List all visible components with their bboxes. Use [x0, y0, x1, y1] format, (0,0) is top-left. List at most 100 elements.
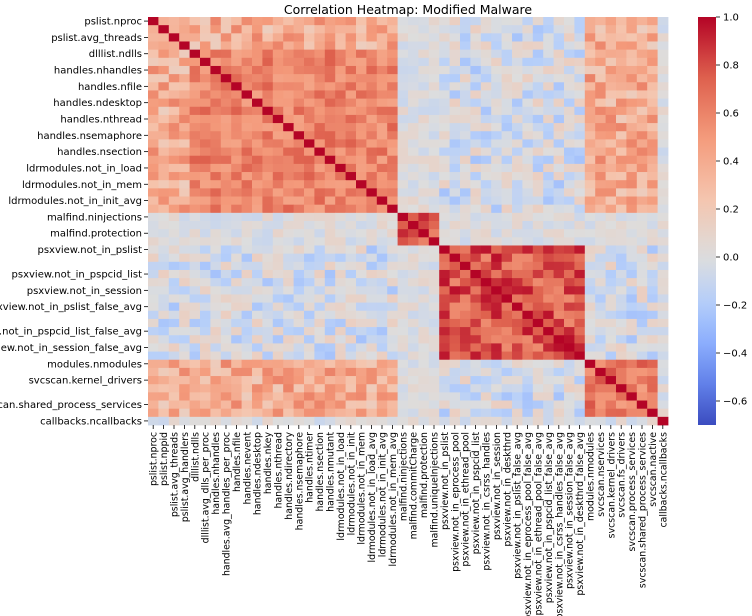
heatmap-cell: [501, 41, 513, 51]
heatmap-cell: [564, 155, 575, 165]
heatmap-cell: [428, 49, 440, 59]
heatmap-cell: [345, 188, 357, 197]
heatmap-cell: [564, 294, 575, 303]
heatmap-cell: [210, 392, 222, 401]
heatmap-cell: [512, 33, 523, 42]
heatmap-cell: [418, 33, 430, 42]
heatmap-cell: [241, 310, 253, 320]
heatmap-cell: [262, 196, 274, 206]
heatmap-cell: [345, 131, 357, 140]
heatmap-cell: [200, 310, 211, 320]
heatmap-cell: [345, 114, 357, 124]
heatmap-cell: [158, 237, 170, 246]
heatmap-cell: [460, 74, 471, 83]
heatmap-cell: [657, 65, 669, 75]
heatmap-cell: [553, 351, 565, 361]
heatmap-cell: [532, 82, 544, 91]
heatmap-cell: [314, 172, 326, 181]
heatmap-cell: [210, 172, 222, 181]
heatmap-cell: [376, 204, 388, 214]
heatmap-cell: [189, 172, 201, 181]
heatmap-cell: [574, 131, 586, 140]
heatmap-cell: [512, 310, 523, 320]
heatmap-cell: [491, 204, 502, 214]
heatmap-cell: [356, 245, 367, 255]
heatmap-cell: [439, 57, 450, 67]
heatmap-cell: [553, 74, 565, 83]
heatmap-cell: [428, 384, 440, 393]
heatmap-cell: [605, 327, 617, 336]
heatmap-cell: [449, 384, 461, 393]
heatmap-cell: [262, 41, 274, 51]
heatmap-cell: [418, 286, 430, 295]
heatmap-cell: [543, 335, 554, 344]
heatmap-cell: [657, 302, 669, 312]
heatmap-cell: [168, 376, 180, 385]
heatmap-cell: [574, 359, 586, 369]
heatmap-cell: [574, 416, 586, 426]
heatmap-cell: [189, 90, 201, 99]
heatmap-cell: [626, 310, 638, 320]
heatmap-cell: [387, 33, 398, 42]
heatmap-cell: [397, 123, 409, 132]
heatmap-cell: [148, 163, 159, 173]
heatmap-cell: [200, 302, 211, 312]
heatmap-cell: [345, 74, 357, 83]
heatmap-cell: [335, 204, 346, 214]
heatmap-cell: [470, 367, 482, 377]
heatmap-cell: [293, 367, 305, 377]
heatmap-cell: [231, 25, 242, 34]
heatmap-cell: [356, 74, 367, 83]
heatmap-cell: [449, 172, 461, 181]
heatmap-cell: [647, 106, 658, 116]
heatmap-cell: [366, 343, 378, 352]
heatmap-cell: [605, 302, 617, 312]
heatmap-cell: [428, 269, 440, 279]
heatmap-cell: [220, 359, 232, 369]
heatmap-cell: [501, 106, 513, 116]
heatmap-cell: [231, 180, 242, 189]
heatmap-cell: [647, 180, 658, 189]
heatmap-cell: [428, 392, 440, 401]
heatmap-cell: [179, 212, 190, 222]
heatmap-cell: [522, 98, 534, 108]
heatmap-cell: [595, 172, 606, 181]
heatmap-cell: [324, 229, 336, 238]
heatmap-cell: [376, 65, 388, 75]
heatmap-cell: [356, 302, 367, 312]
heatmap-cell: [522, 114, 534, 124]
heatmap-cell: [387, 376, 398, 385]
heatmap-cell: [366, 400, 378, 410]
heatmap-cell: [366, 269, 378, 279]
heatmap-cell: [262, 408, 274, 418]
heatmap-cell: [262, 147, 274, 157]
heatmap-cell: [470, 294, 482, 303]
heatmap-cell: [553, 57, 565, 67]
heatmap-cell: [397, 351, 409, 361]
heatmap-cell: [532, 65, 544, 75]
heatmap-cell: [189, 74, 201, 83]
heatmap-cell: [272, 367, 284, 377]
heatmap-cell: [231, 367, 242, 377]
heatmap-cell: [314, 269, 326, 279]
heatmap-cell: [657, 155, 669, 165]
heatmap-cell: [408, 90, 419, 99]
x-tick-label: handles.nfile: [232, 432, 243, 492]
heatmap-cell: [252, 25, 263, 34]
heatmap-cell: [314, 33, 326, 42]
heatmap-cell: [148, 318, 159, 328]
x-tick-label: handles.avg_handles_per_proc: [222, 432, 233, 576]
heatmap-cell: [179, 392, 190, 401]
heatmap-cell: [418, 90, 430, 99]
heatmap-cell: [595, 17, 606, 26]
heatmap-cell: [158, 139, 170, 148]
heatmap-cell: [304, 310, 315, 320]
heatmap-cell: [616, 17, 627, 26]
heatmap-cell: [356, 155, 367, 165]
heatmap-cell: [470, 261, 482, 271]
heatmap-cell: [272, 172, 284, 181]
heatmap-cell: [376, 139, 388, 148]
heatmap-cell: [397, 114, 409, 124]
heatmap-cell: [564, 335, 575, 344]
heatmap-cell: [512, 90, 523, 99]
